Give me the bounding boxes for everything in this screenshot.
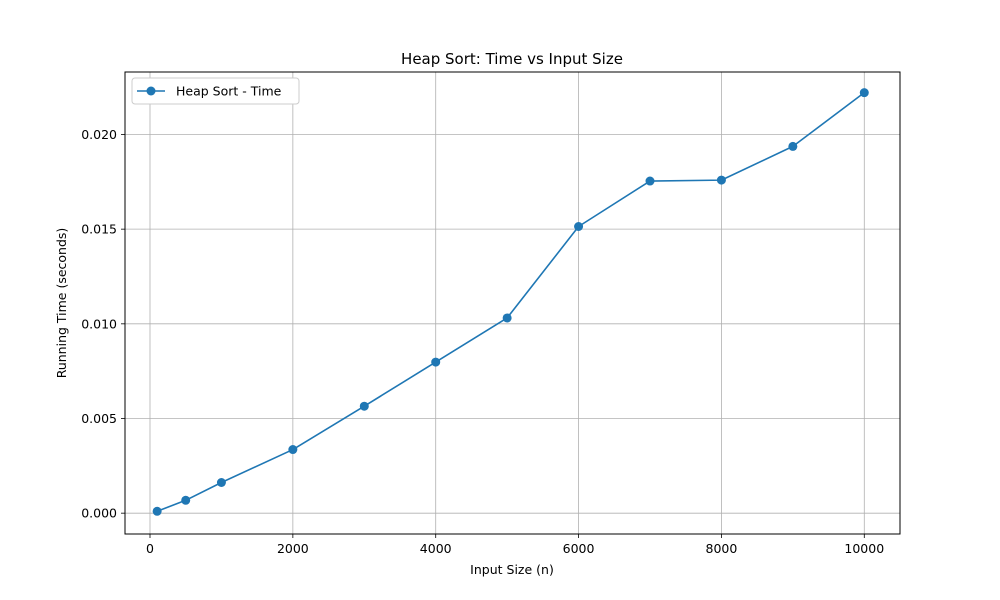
y-tick-label: 0.000 [81,506,117,521]
x-tick-label: 4000 [420,541,452,556]
data-point-marker [716,175,726,185]
data-point-marker [574,222,584,232]
y-axis: 0.000 0.005 0.010 0.015 0.020 [81,127,125,521]
y-axis-label: Running Time (seconds) [54,228,69,379]
data-point-marker [502,313,512,323]
x-tick-label: 10000 [844,541,884,556]
data-point-marker [431,357,441,367]
y-tick-label: 0.005 [81,411,117,426]
x-tick-label: 8000 [706,541,738,556]
y-tick-label: 0.015 [81,222,117,237]
legend-label: Heap Sort - Time [176,84,282,99]
data-point-marker [788,141,798,151]
x-axis-label: Input Size (n) [470,562,554,577]
y-tick-label: 0.010 [81,316,117,331]
y-tick-label: 0.020 [81,127,117,142]
legend: Heap Sort - Time [131,77,300,105]
data-point-marker [645,176,655,186]
data-point-marker [859,88,869,98]
chart-title: Heap Sort: Time vs Input Size [401,50,623,68]
legend-marker-swatch [146,86,156,96]
data-series [152,88,869,516]
x-tick-label: 6000 [563,541,595,556]
data-point-marker [152,506,162,516]
plot-area [124,71,901,535]
x-tick-label: 2000 [277,541,309,556]
data-point-marker [288,445,298,455]
grid-lines [125,72,900,534]
series-line [156,92,865,513]
data-point-marker [181,495,191,505]
legend-box [131,77,300,105]
data-point-marker [359,401,369,411]
x-tick-label: 0 [146,541,154,556]
data-point-marker [216,477,226,487]
x-axis: 0 2000 4000 6000 8000 10000 [146,534,884,556]
